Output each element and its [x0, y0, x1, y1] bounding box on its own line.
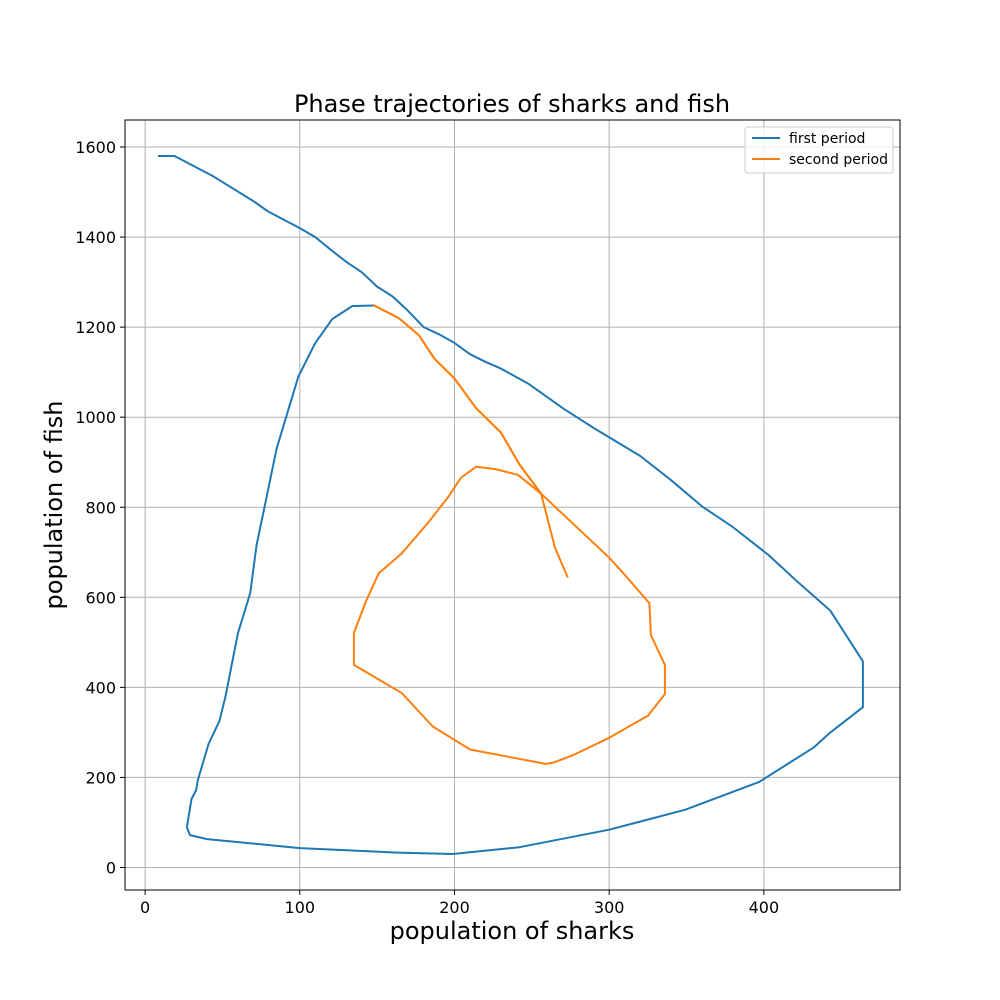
y-tick-label: 1200 — [75, 318, 116, 337]
y-tick-label: 0 — [106, 858, 116, 877]
y-tick-label: 1600 — [75, 138, 116, 157]
y-tick-label: 1400 — [75, 228, 116, 247]
series-lines — [158, 155, 864, 855]
grid — [125, 120, 900, 890]
y-axis-label: population of fish — [40, 401, 68, 610]
plot-frame — [124, 119, 901, 891]
series-line-second-period-spiral — [352, 304, 666, 765]
y-tick-label: 800 — [85, 498, 116, 517]
legend-label-second-period: second period — [789, 152, 888, 168]
x-tick-label: 300 — [594, 898, 625, 917]
ticks: 0 100 200 300 400 0 200 400 600 800 1000 1200 1400 16… — [75, 138, 779, 917]
legend-label-first-period: first period — [789, 131, 865, 147]
legend: first period second period — [744, 126, 894, 174]
x-tick-label: 200 — [439, 898, 470, 917]
x-axis-label: population of sharks — [390, 917, 635, 945]
chart-title: Phase trajectories of sharks and fish — [294, 90, 730, 118]
y-tick-label: 600 — [85, 588, 116, 607]
y-tick-label: 400 — [85, 678, 116, 697]
series-line-second-period — [372, 304, 569, 578]
legend-box — [744, 126, 894, 174]
y-tick-label: 1000 — [75, 408, 116, 427]
series-line-first-period — [158, 155, 864, 855]
y-tick-label: 200 — [85, 768, 116, 787]
x-tick-label: 0 — [140, 898, 150, 917]
x-tick-label: 400 — [749, 898, 780, 917]
x-tick-label: 100 — [285, 898, 316, 917]
